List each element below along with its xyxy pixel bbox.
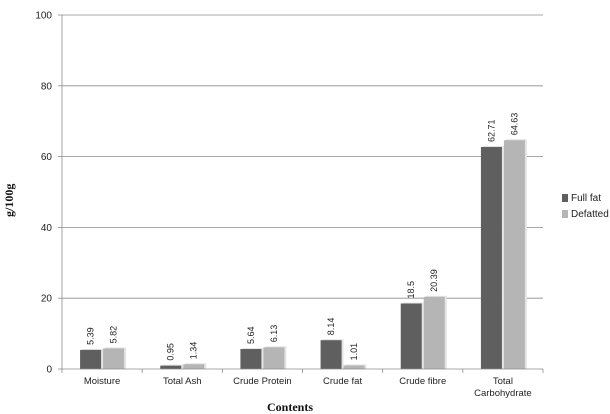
x-tick-label-line: Carbohydrate (474, 388, 532, 399)
x-tick-label: Crude fat (323, 376, 362, 387)
bar-full-fat (320, 340, 342, 369)
bar-full-fat (400, 303, 422, 369)
legend-item-full-fat: Full fat (562, 190, 609, 206)
data-label: 64.63 (509, 113, 519, 136)
y-tick-label: 80 (41, 81, 53, 92)
data-label: 1.34 (189, 342, 199, 360)
legend-swatch-full-fat (562, 194, 568, 202)
bar-full-fat (240, 349, 262, 369)
bar-defatted (263, 347, 285, 369)
x-tick-label-line: Total Ash (163, 376, 202, 387)
data-label: 1.01 (349, 343, 359, 361)
y-tick-label: 20 (41, 294, 53, 305)
bars (80, 139, 527, 369)
legend: Full fat Defatted (562, 190, 609, 222)
x-axis-ticks: Moisture Total Ash Crude Protein Crude fat C… (61, 369, 544, 399)
x-tick-label-line: Moisture (84, 376, 120, 387)
y-axis-title: g/100g (2, 183, 16, 217)
x-tick-label-line: Crude fibre (399, 376, 446, 387)
x-tick-label: Crude Protein (233, 376, 292, 387)
x-tick-label-line: Crude fat (323, 376, 362, 387)
bar-defatted (103, 348, 125, 369)
y-axis-ticks: 0 20 40 60 80 100 (35, 11, 62, 376)
bar-defatted (423, 296, 445, 369)
gridlines (62, 14, 543, 299)
data-label: 0.95 (166, 343, 176, 361)
legend-label-full-fat: Full fat (571, 192, 602, 204)
data-label: 5.82 (109, 326, 119, 344)
data-label: 18.5 (406, 281, 416, 299)
y-tick-label: 100 (35, 11, 52, 22)
legend-item-defatted: Defatted (562, 206, 609, 222)
x-tick-label: Total Carbohydrate (474, 376, 532, 399)
y-tick-label: 0 (46, 365, 52, 376)
data-label: 62.71 (486, 119, 496, 142)
x-tick-label: Total Ash (163, 376, 202, 387)
bar-defatted (343, 365, 365, 369)
data-label: 20.39 (429, 269, 439, 292)
bar-full-fat (160, 365, 182, 369)
bar-full-fat (80, 349, 102, 369)
legend-swatch-defatted (562, 210, 568, 218)
x-tick-label: Moisture (84, 376, 120, 387)
bar-defatted (503, 140, 525, 369)
x-axis-title: Contents (266, 400, 313, 414)
y-tick-label: 60 (41, 152, 53, 163)
x-tick-label: Crude fibre (399, 376, 446, 387)
data-label: 8.14 (326, 318, 336, 336)
data-label: 5.39 (86, 327, 96, 345)
x-tick-label-line: Total (493, 376, 513, 387)
bar-full-fat (480, 147, 502, 369)
x-tick-label-line: Crude Protein (233, 376, 292, 387)
data-label: 5.64 (246, 327, 256, 345)
data-labels: 5.39 5.82 0.95 1.34 5.64 6.13 8.14 1.01 18.5 20.3… (86, 113, 520, 361)
data-label: 6.13 (269, 325, 279, 343)
bar-defatted (183, 364, 205, 369)
y-tick-label: 40 (41, 223, 53, 234)
legend-label-defatted: Defatted (571, 208, 609, 220)
